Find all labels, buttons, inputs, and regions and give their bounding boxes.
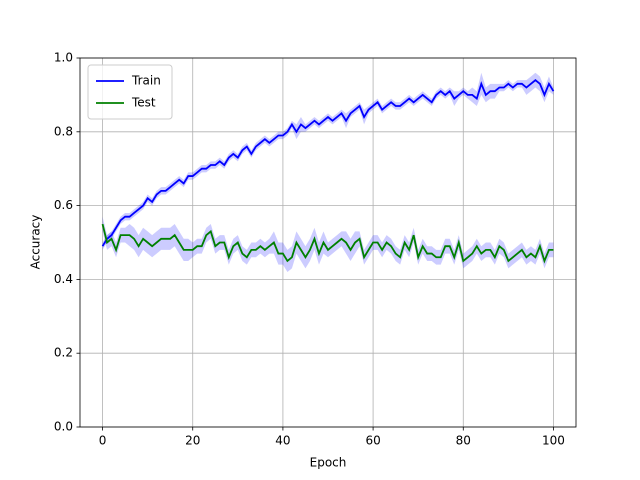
x-tick-label: 0 [99, 434, 107, 448]
y-axis-label: Accuracy [29, 215, 43, 270]
x-tick-label: 20 [185, 434, 200, 448]
x-tick-label: 80 [456, 434, 471, 448]
y-tick-label: 1.0 [54, 51, 73, 65]
x-tick-label: 40 [275, 434, 290, 448]
x-axis-label: Epoch [310, 456, 347, 470]
series-line [101, 78, 555, 247]
error-band [102, 216, 554, 273]
y-tick-label: 0.6 [54, 198, 73, 212]
x-tick-label: 100 [542, 434, 565, 448]
y-tick-label: 0.4 [54, 272, 73, 286]
y-tick-label: 0.8 [54, 124, 73, 138]
legend-box [87, 64, 173, 120]
legend-label: Test [131, 96, 156, 110]
series-line [101, 223, 554, 264]
x-tick-label: 60 [365, 434, 380, 448]
legend-label: Train [131, 74, 161, 88]
y-tick-label: 0.2 [54, 346, 73, 360]
plot-frame [79, 57, 577, 428]
y-tick-label: 0.0 [54, 420, 73, 434]
